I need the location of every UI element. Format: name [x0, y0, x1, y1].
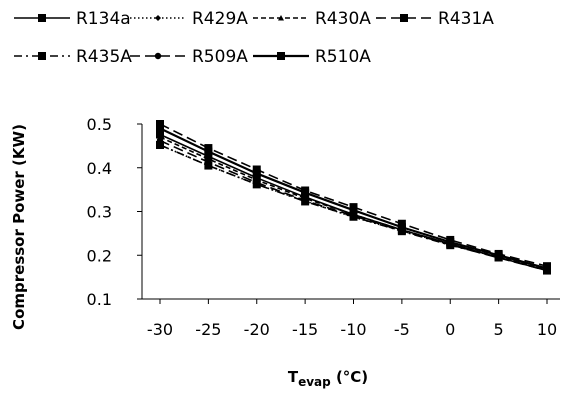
legend-label: R435A [76, 47, 132, 67]
legend-marker [38, 52, 46, 60]
data-point [543, 264, 551, 273]
legend-item: R429A [130, 9, 248, 29]
legend-item: R509A [130, 47, 248, 67]
data-point [156, 120, 164, 128]
x-tick-label: -10 [340, 320, 366, 339]
series-line [159, 123, 548, 267]
data-point [156, 124, 164, 133]
legend: R134a R429A R430A R431A R435A R509A R510A [14, 9, 494, 67]
series-line [159, 127, 548, 270]
x-axis-label-unit: (°C) [331, 368, 368, 386]
legend-item: R431A [376, 9, 494, 29]
data-point [349, 206, 358, 215]
legend-marker [278, 15, 284, 21]
data-point [156, 141, 164, 149]
y-tick-label: 0.3 [87, 203, 112, 222]
x-tick-label: 5 [494, 320, 504, 339]
data-point [301, 188, 310, 197]
axes: 0.1 0.2 0.3 0.4 0.5 -30 -25 -20 -15 -10 -5 0 5 10 [87, 115, 560, 339]
data-point [252, 169, 261, 178]
data-point [253, 179, 260, 186]
series-r510a [156, 124, 551, 273]
legend-marker [400, 14, 408, 22]
legend-item: R430A [253, 9, 371, 29]
y-tick-label: 0.1 [87, 290, 112, 309]
legend-label: R430A [315, 9, 371, 29]
y-tick-label: 0.4 [87, 159, 112, 178]
legend-marker [38, 14, 46, 22]
legend-label: R429A [192, 9, 248, 29]
x-tick-label: -5 [394, 320, 410, 339]
y-tick-label: 0.2 [87, 246, 112, 265]
plot-area [156, 120, 551, 275]
data-point [446, 238, 455, 247]
x-tick-label: -25 [195, 320, 221, 339]
legend-label: R510A [315, 47, 371, 67]
data-point [204, 161, 213, 170]
legend-item: R134a [14, 9, 131, 29]
series-r431a [156, 120, 551, 271]
data-point [397, 223, 406, 232]
data-point [205, 158, 212, 166]
x-axis-label-main: T [288, 368, 299, 386]
legend-marker [154, 52, 162, 60]
x-axis-label: Tevap (°C) [288, 368, 368, 389]
x-tick-label: -15 [292, 320, 318, 339]
x-tick-label: -30 [147, 320, 173, 339]
x-tick-label: -20 [244, 320, 270, 339]
legend-marker [155, 15, 161, 21]
legend-label: R134a [76, 9, 131, 29]
legend-item: R510A [253, 47, 371, 67]
series-line [159, 144, 548, 271]
legend-item: R435A [14, 47, 132, 67]
data-point [494, 251, 503, 260]
data-point [156, 137, 164, 144]
data-point [350, 212, 357, 220]
legend-label: R431A [438, 9, 494, 29]
y-axis-label: Compressor Power (KW) [10, 124, 28, 330]
legend-marker [277, 52, 285, 60]
x-tick-label: 0 [445, 320, 455, 339]
x-axis-label-sub: evap [298, 375, 331, 389]
legend-label: R509A [192, 47, 248, 67]
data-point [301, 197, 309, 204]
x-tick-label: 10 [537, 320, 557, 339]
data-point [204, 147, 213, 156]
y-tick-label: 0.5 [87, 115, 112, 134]
